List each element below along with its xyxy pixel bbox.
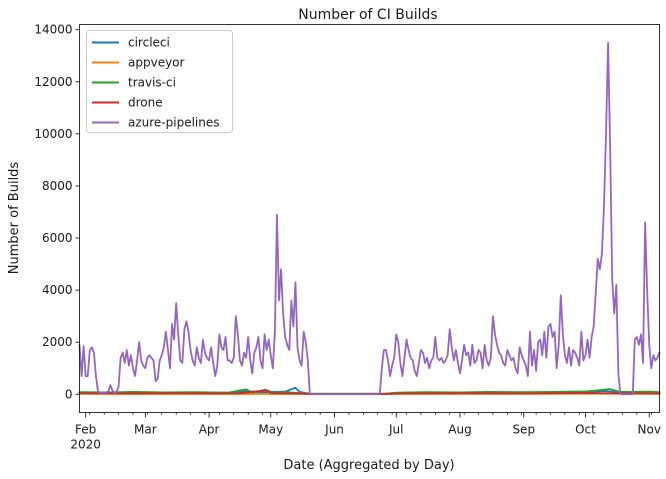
series-layer (78, 41, 661, 396)
x-tick-label: Oct (575, 423, 596, 437)
x-tick-label: Aug (448, 423, 471, 437)
x-tick-label: Jun (324, 423, 344, 437)
y-tick-label: 0 (65, 387, 73, 401)
y-tick-label: 6000 (42, 231, 73, 245)
x-tick-label: Feb (75, 423, 96, 437)
x-tick-label: May (258, 423, 283, 437)
legend: circleci appveyor travis-ci drone azure-pipe… (86, 30, 233, 133)
y-tick-label: 4000 (42, 283, 73, 297)
y-tick-label: 8000 (42, 179, 73, 193)
x-tick-label: Apr (199, 423, 220, 437)
legend-box (86, 30, 233, 133)
legend-label-drone: drone (128, 96, 163, 110)
legend-label-travis-ci: travis-ci (128, 76, 176, 90)
y-axis: 0 2000 4000 6000 8000 10000 12000 14000 (34, 23, 80, 401)
series-line-azure-pipelines (78, 41, 661, 396)
legend-label-circleci: circleci (128, 36, 170, 50)
x-tick-label: Jul (388, 423, 403, 437)
x-tick-label: Nov (638, 423, 661, 437)
plot-frame (79, 24, 660, 413)
legend-label-appveyor: appveyor (128, 56, 185, 70)
y-tick-label: 14000 (34, 23, 72, 37)
y-tick-label: 2000 (42, 335, 73, 349)
x-tick-label: Sep (512, 423, 535, 437)
y-tick-label: 10000 (34, 127, 72, 141)
chart-title: Number of CI Builds (298, 7, 437, 23)
legend-label-azure-pipelines: azure-pipelines (128, 116, 220, 130)
y-axis-title: Number of Builds (7, 162, 22, 275)
x-axis-title: Date (Aggregated by Day) (283, 458, 454, 473)
x-tick-sublabel: 2020 (70, 438, 101, 452)
x-tick-label: Mar (134, 423, 157, 437)
y-tick-label: 12000 (34, 75, 72, 89)
